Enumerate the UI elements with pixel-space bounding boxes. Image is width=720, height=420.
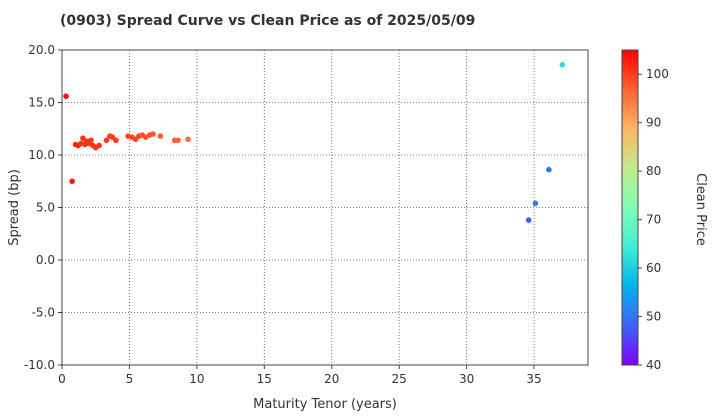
y-tick-label: 5.0 [36,201,55,215]
x-tick-label: 5 [126,372,134,386]
y-tick-label: -10.0 [24,358,55,372]
data-point [113,137,119,144]
colorbar-tick-label: 90 [646,116,661,130]
x-tick-label: 30 [459,372,474,386]
y-axis-label: Spread (bp) [7,169,22,246]
colorbar-tick-label: 100 [646,67,669,81]
data-point [69,178,75,185]
x-tick-label: 10 [189,372,204,386]
colorbar-tick-label: 50 [646,310,661,324]
data-point [80,135,86,141]
data-point [546,166,552,173]
grid-lines [62,49,588,366]
x-tick-label: 35 [526,372,541,386]
x-tick-label: 0 [58,372,66,386]
colorbar-tick-label: 70 [646,213,661,227]
data-point [525,217,532,223]
data-point [103,137,110,144]
data-point [63,93,69,99]
colorbar-tick-label: 40 [646,358,661,372]
data-points [63,61,566,223]
x-tick-label: 25 [392,372,407,386]
data-point [88,137,94,144]
y-tick-label: 0.0 [36,253,55,267]
y-tick-label: 20.0 [28,43,55,57]
colorbar-tick-label: 80 [646,164,661,178]
y-tick-label: -5.0 [32,306,55,320]
y-tick-label: 10.0 [28,148,55,162]
data-point [157,133,164,139]
y-axis: -10.0 -5.0 0.0 5.0 10.0 15.0 20.0 [24,43,62,372]
x-axis-label: Maturity Tenor (years) [253,397,397,412]
data-point [559,61,566,68]
x-axis: 0 5 10 15 20 25 30 35 [58,365,542,386]
y-tick-label: 15.0 [28,96,55,110]
colorbar [621,49,639,366]
data-point [96,142,102,149]
data-point [532,200,539,207]
colorbar-label: Clean Price [693,173,708,246]
data-point [175,137,181,144]
chart-title: (0903) Spread Curve vs Clean Price as of… [60,13,475,29]
x-tick-label: 20 [324,372,339,386]
x-tick-label: 15 [257,372,272,386]
colorbar-ticks: 40 50 60 70 80 90 100 [638,67,669,372]
data-point [150,131,156,137]
colorbar-tick-label: 60 [646,261,661,275]
data-point [185,136,191,143]
